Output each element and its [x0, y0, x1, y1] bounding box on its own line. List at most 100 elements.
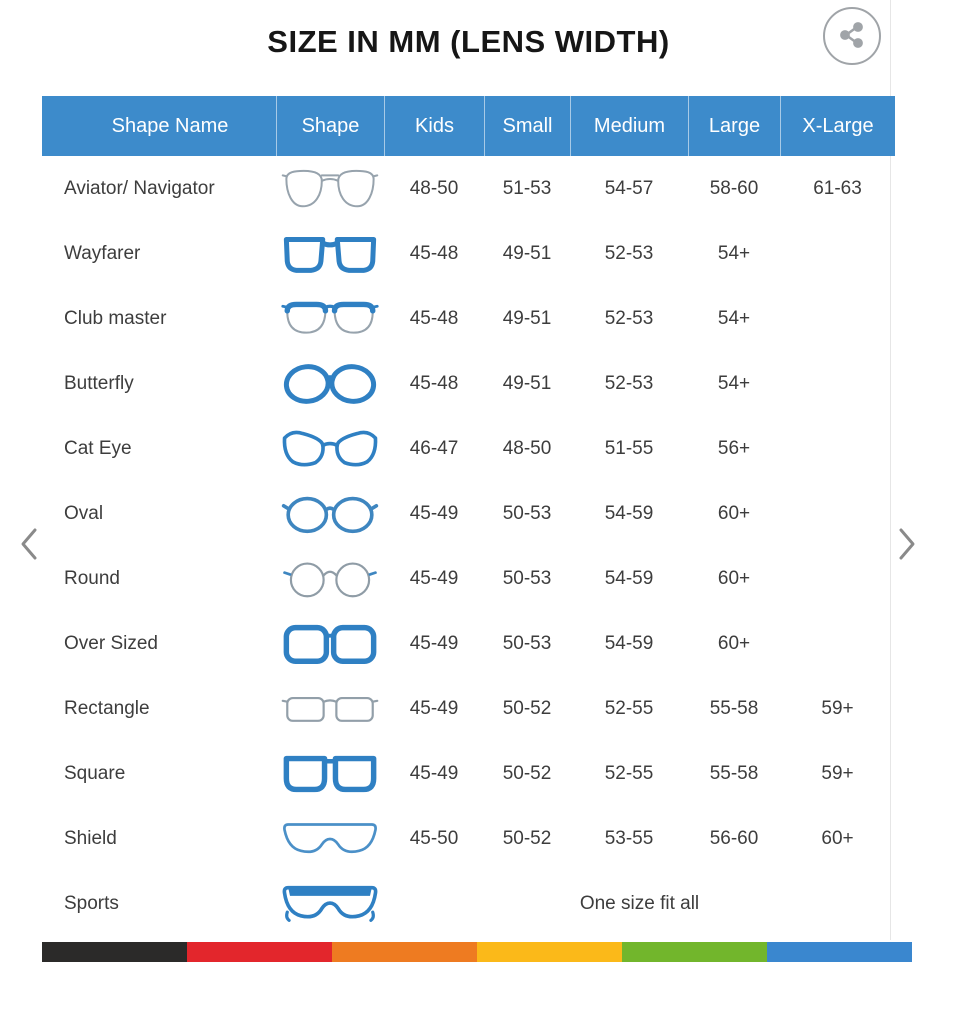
kids-value: 45-50: [409, 827, 459, 849]
table-row: Butterfly 45-48 49-51 52-53 54+: [42, 351, 895, 416]
shape-name-label: Wayfarer: [64, 242, 141, 264]
page-title: SIZE IN MM (LENS WIDTH): [267, 24, 670, 59]
medium-value: 54-59: [604, 567, 654, 589]
header-large: Large: [688, 96, 780, 156]
kids-value: 48-50: [409, 177, 459, 199]
large-value: 54+: [717, 372, 751, 394]
large-value: 56+: [717, 437, 751, 459]
kids-value: 45-49: [409, 567, 459, 589]
small-value: 50-52: [502, 762, 552, 784]
shield-glasses-icon: [276, 815, 384, 863]
large-value: 54+: [717, 242, 751, 264]
header-xlarge: X-Large: [780, 96, 895, 156]
kids-value: 45-49: [409, 502, 459, 524]
medium-value: 54-59: [604, 632, 654, 654]
medium-value: 52-55: [604, 697, 654, 719]
small-value: 49-51: [502, 307, 552, 329]
chevron-left-icon: [16, 524, 42, 567]
round-glasses-icon: [276, 555, 384, 603]
shape-name-label: Aviator/ Navigator: [64, 177, 215, 199]
slide-edge-divider: [890, 0, 891, 940]
table-row: Wayfarer 45-48 49-51 52-53 54+: [42, 221, 895, 286]
header-medium: Medium: [570, 96, 688, 156]
sports-glasses-icon: [276, 880, 384, 928]
large-value: 60+: [717, 632, 751, 654]
large-value: 54+: [717, 307, 751, 329]
kids-value: 45-48: [409, 242, 459, 264]
medium-value: 54-59: [604, 502, 654, 524]
table-row: Rectangle 45-49 50-52 52-55 55-58 59+: [42, 676, 895, 741]
stripe-segment-black: [42, 942, 187, 962]
table-row: Club master 45-48 49-51 52-53 54+: [42, 286, 895, 351]
brand-color-stripe: [42, 942, 912, 962]
stripe-segment-blue: [767, 942, 912, 962]
share-icon: [836, 19, 868, 54]
xlarge-value: 59+: [821, 762, 854, 784]
small-value: 51-53: [502, 177, 552, 199]
kids-value: 45-48: [409, 372, 459, 394]
table-row: Aviator/ Navigator 48-50 51-53 54-57 58-…: [42, 156, 895, 221]
medium-value: 52-53: [604, 372, 654, 394]
table-row: Cat Eye 46-47 48-50 51-55 56+: [42, 416, 895, 481]
butterfly-glasses-icon: [276, 360, 384, 408]
medium-value: 52-55: [604, 762, 654, 784]
small-value: 49-51: [502, 372, 552, 394]
previous-slide-button[interactable]: [14, 524, 44, 566]
large-value: 55-58: [709, 697, 759, 719]
shape-name-label: Oval: [64, 502, 104, 524]
medium-value: 51-55: [604, 437, 654, 459]
xlarge-value: 61-63: [813, 177, 862, 199]
share-button[interactable]: [823, 7, 881, 65]
kids-value: 45-48: [409, 307, 459, 329]
small-value: 49-51: [502, 242, 552, 264]
small-value: 50-52: [502, 827, 552, 849]
large-value: 60+: [717, 567, 751, 589]
shape-name-label: Over Sized: [64, 632, 158, 654]
xlarge-value: 60+: [821, 827, 854, 849]
size-table: Shape Name Shape Kids Small Medium Large…: [42, 96, 895, 936]
rectangle-glasses-icon: [276, 685, 384, 733]
clubmaster-glasses-icon: [276, 295, 384, 343]
table-header-row: Shape Name Shape Kids Small Medium Large…: [42, 96, 895, 156]
header-shape-name: Shape Name: [111, 114, 229, 137]
next-slide-button[interactable]: [892, 524, 922, 566]
table-row: Square 45-49 50-52 52-55 55-58 59+: [42, 741, 895, 806]
cat-eye-glasses-icon: [276, 425, 384, 473]
shape-name-label: Square: [64, 762, 126, 784]
chevron-right-icon: [894, 524, 920, 567]
table-row: Shield 45-50 50-52 53-55 56-60 60+: [42, 806, 895, 871]
medium-value: 52-53: [604, 307, 654, 329]
table-row: Oval 45-49 50-53 54-59 60+: [42, 481, 895, 546]
stripe-segment-orange: [332, 942, 477, 962]
xlarge-value: 59+: [821, 697, 854, 719]
large-value: 58-60: [709, 177, 759, 199]
small-value: 50-53: [502, 502, 552, 524]
large-value: 56-60: [709, 827, 759, 849]
aviator-glasses-icon: [276, 165, 384, 213]
stripe-segment-red: [187, 942, 332, 962]
shape-name-label: Sports: [64, 892, 119, 914]
oval-glasses-icon: [276, 490, 384, 538]
shape-name-label: Cat Eye: [64, 437, 132, 459]
small-value: 50-53: [502, 632, 552, 654]
kids-value: 45-49: [409, 632, 459, 654]
header-shape: Shape: [276, 96, 384, 156]
header-kids: Kids: [384, 96, 484, 156]
one-size-label: One size fit all: [579, 892, 700, 914]
shape-name-label: Shield: [64, 827, 117, 849]
shape-name-label: Butterfly: [64, 372, 134, 394]
table-row: Over Sized 45-49 50-53 54-59 60+: [42, 611, 895, 676]
large-value: 60+: [717, 502, 751, 524]
small-value: 50-52: [502, 697, 552, 719]
kids-value: 45-49: [409, 697, 459, 719]
medium-value: 54-57: [604, 177, 654, 199]
small-value: 48-50: [502, 437, 552, 459]
kids-value: 46-47: [409, 437, 459, 459]
shape-name-label: Rectangle: [64, 697, 150, 719]
stripe-segment-yellow: [477, 942, 622, 962]
shape-name-label: Club master: [64, 307, 167, 329]
kids-value: 45-49: [409, 762, 459, 784]
square-glasses-icon: [276, 750, 384, 798]
header-small: Small: [484, 96, 570, 156]
